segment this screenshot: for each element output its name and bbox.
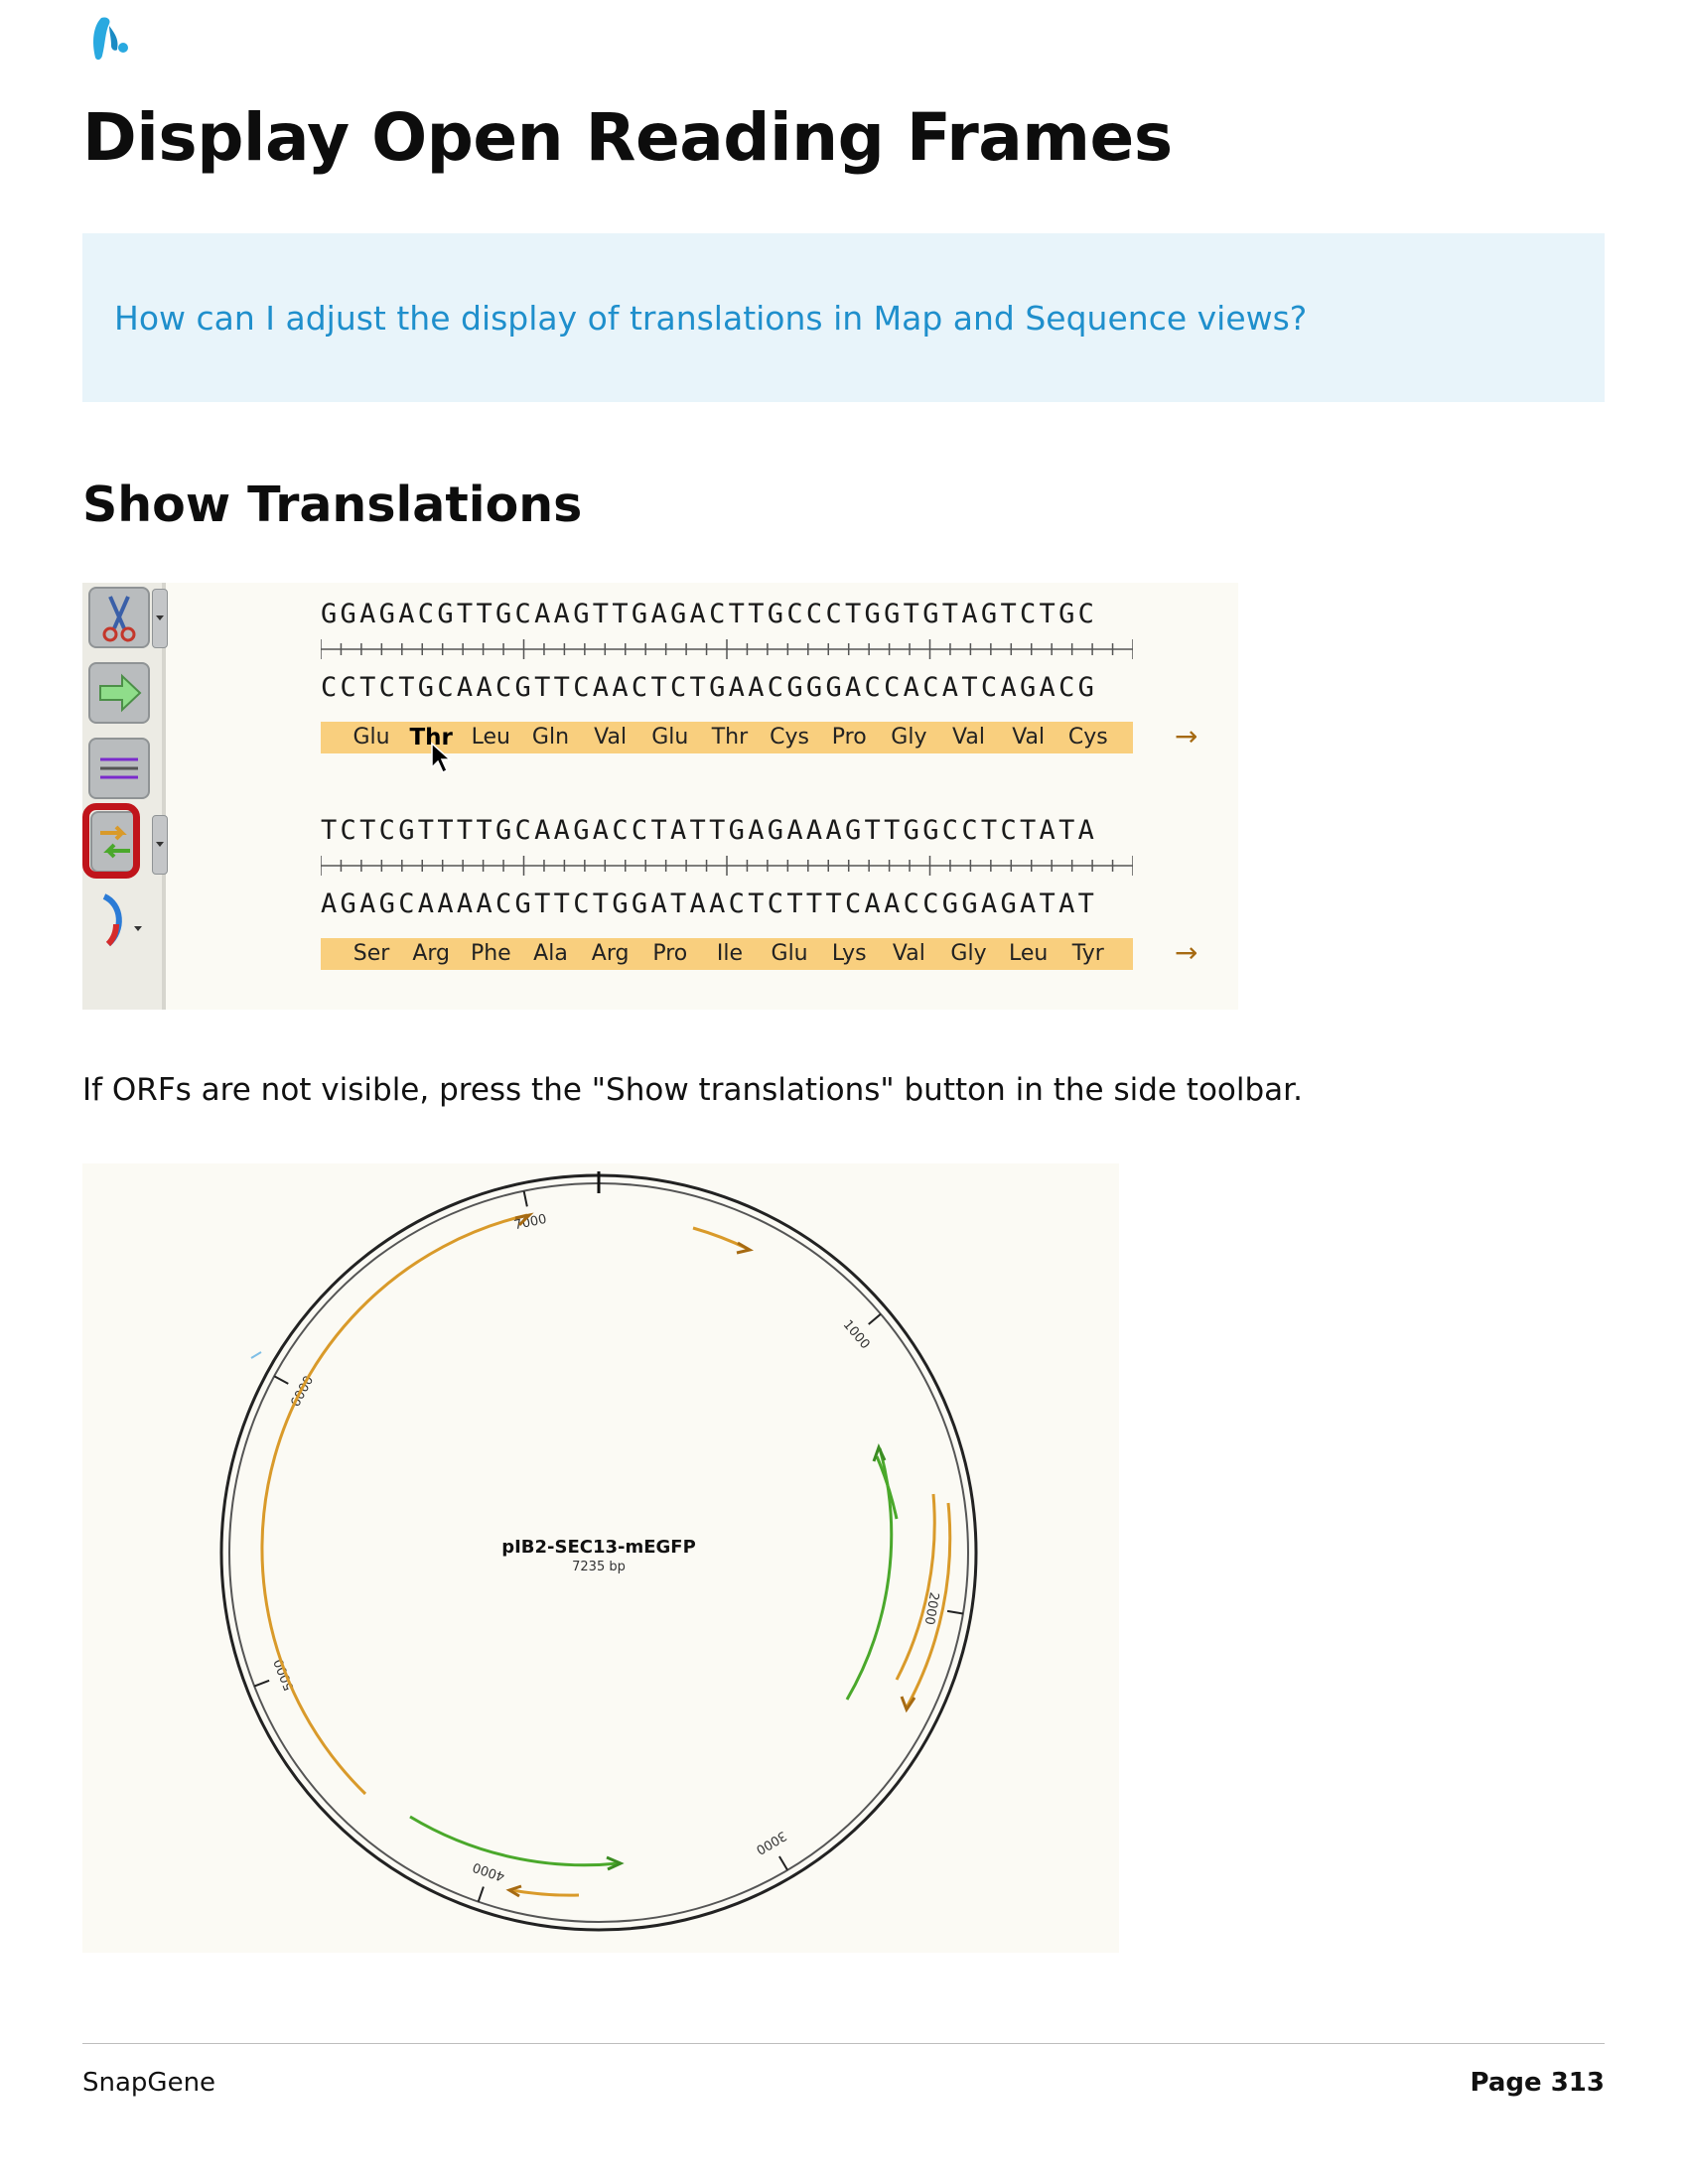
plasmid-length: 7235 bp	[572, 1560, 626, 1574]
amino-acid-thr[interactable]: Thr	[711, 725, 749, 750]
amino-acid-cys[interactable]: Cys	[1067, 725, 1108, 750]
footer-divider	[82, 2043, 1605, 2044]
map-tick-label: 3000	[753, 1828, 788, 1857]
orf-green-right-arrowhead	[872, 1443, 887, 1462]
question-callout: How can I adjust the display of translat…	[82, 233, 1605, 402]
amino-acid-glu[interactable]: Glu	[651, 725, 689, 750]
amino-acid-glu[interactable]: Glu	[771, 941, 808, 966]
top-strand-1: GGAGACGTTGCAAGTTGAGACTTGCCCTGGTGTAGTCTGC	[321, 599, 1098, 629]
map-tick	[868, 1312, 882, 1325]
amino-acid-cys[interactable]: Cys	[770, 725, 809, 750]
map-tick	[522, 1190, 528, 1207]
amino-acid-leu[interactable]: Leu	[471, 725, 511, 750]
orf-green-bottom-arrowhead	[606, 1855, 625, 1871]
amino-acid-ser[interactable]: Ser	[352, 941, 390, 966]
orf-green-right-2[interactable]	[875, 1455, 899, 1520]
amino-acid-tyr[interactable]: Tyr	[1071, 941, 1104, 966]
strands-icon[interactable]	[88, 738, 150, 799]
amino-acid-lys[interactable]: Lys	[831, 941, 867, 966]
amino-acid-glu[interactable]: Glu	[352, 725, 390, 750]
orf-orange-right-2[interactable]	[905, 1502, 952, 1708]
amino-acid-arg[interactable]: Arg	[412, 941, 451, 966]
forward-arrow-icon[interactable]	[88, 662, 150, 724]
amino-acid-val[interactable]: Val	[1012, 725, 1046, 750]
amino-acid-gly[interactable]: Gly	[891, 725, 927, 750]
arc-icon[interactable]	[92, 890, 162, 950]
sequence-view-screenshot: GGAGACGTTGCAAGTTGAGACTTGCCCTGGTGTAGTCTGC…	[82, 583, 1238, 1010]
amino-acid-gln[interactable]: Gln	[531, 725, 570, 750]
amino-acid-phe[interactable]: Phe	[470, 941, 511, 966]
orf-orange-top-arrowhead	[736, 1241, 755, 1255]
section-heading: Show Translations	[82, 477, 583, 533]
feature-tick	[250, 1351, 262, 1359]
amino-acid-val[interactable]: Val	[892, 941, 925, 966]
bottom-strand-2: AGAGCAAAACGTTCTGGATAACTCTTTCAACCGGAGATAT	[321, 888, 1098, 919]
snapgene-logo-icon	[93, 17, 128, 61]
amino-acid-leu[interactable]: Leu	[1008, 941, 1049, 966]
translation-arrow-1: →	[1175, 720, 1198, 752]
orf-green-right-1[interactable]	[845, 1447, 894, 1701]
top-strand-2: TCTCGTTTTGCAAGACCTATTGAGAAAGTTGGCCTCTATA	[321, 815, 1098, 846]
amino-acid-ile[interactable]: Ile	[716, 941, 743, 966]
map-tick	[778, 1855, 788, 1871]
translation-bar-1[interactable]: Glu Thr Leu Gln Val Glu Thr Cys Pro Gly Val Val Cys	[321, 722, 1133, 753]
map-tick-label: 1000	[840, 1317, 873, 1352]
orf-orange-large[interactable]	[260, 1213, 528, 1796]
amino-acid-val[interactable]: Val	[594, 725, 628, 750]
map-tick	[477, 1886, 485, 1902]
orf-orange-right-arrowhead	[900, 1696, 916, 1713]
amino-acid-arg[interactable]: Arg	[591, 941, 630, 966]
ruler-1	[321, 639, 1133, 659]
amino-acid-gly[interactable]: Gly	[950, 941, 987, 966]
scissors-dropdown[interactable]	[152, 589, 168, 648]
scissors-icon[interactable]	[88, 587, 150, 648]
bottom-strand-1: CCTCTGCAACGTTCAACTCTGAACGGGACCACATCAGACG	[321, 672, 1098, 703]
ruler-2	[321, 856, 1133, 876]
amino-acid-pro[interactable]: Pro	[652, 941, 688, 966]
page-title: Display Open Reading Frames	[82, 99, 1173, 176]
amino-acid-thr[interactable]: Thr	[409, 725, 453, 751]
translations-dropdown[interactable]	[152, 815, 168, 875]
body-paragraph: If ORFs are not visible, press the "Show…	[82, 1072, 1303, 1108]
translation-arrow-2: →	[1175, 936, 1198, 969]
orf-orange-right-1[interactable]	[895, 1493, 936, 1681]
amino-acid-ala[interactable]: Ala	[533, 941, 568, 966]
map-tick-label: 4000	[471, 1858, 506, 1883]
orf-orange-bottom[interactable]	[510, 1888, 580, 1897]
orf-green-bottom[interactable]	[409, 1815, 620, 1867]
highlight-ring	[82, 803, 140, 879]
side-toolbar	[82, 583, 168, 1010]
orf-orange-top[interactable]	[692, 1226, 749, 1251]
map-tick	[946, 1609, 964, 1615]
plasmid-map-screenshot: 1000 2000 3000 4000 5000 6000 7000 pIB2-SEC13-…	[82, 1163, 1119, 1953]
mouse-cursor-icon	[431, 742, 452, 774]
map-tick	[253, 1679, 270, 1688]
footer-page-number: Page 313	[1470, 2068, 1605, 2098]
amino-acid-val[interactable]: Val	[952, 725, 985, 750]
plasmid-name: pIB2-SEC13-mEGFP	[501, 1537, 696, 1558]
amino-acid-pro[interactable]: Pro	[831, 725, 867, 750]
callout-link[interactable]: How can I adjust the display of translat…	[114, 299, 1308, 338]
orf-orange-large-arrowhead	[514, 1212, 534, 1227]
map-tick	[273, 1375, 289, 1385]
orf-orange-bottom-arrowhead	[505, 1884, 522, 1898]
footer-brand: SnapGene	[82, 2068, 216, 2098]
translation-bar-2[interactable]: Ser Arg Phe Ala Arg Pro Ile Glu Lys Val Gly Leu Tyr	[321, 938, 1133, 970]
